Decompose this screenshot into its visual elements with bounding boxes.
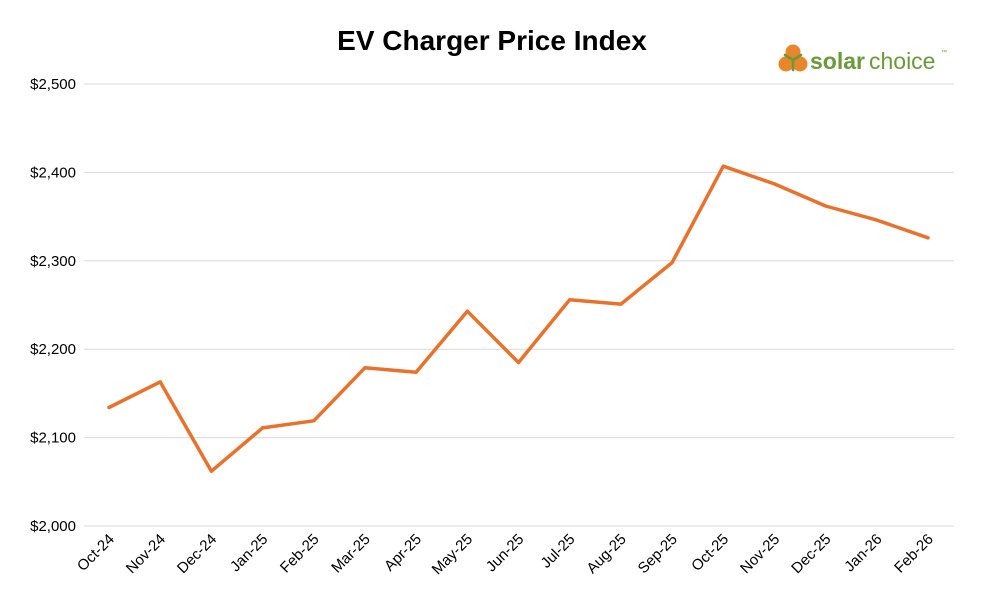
chart-title: EV Charger Price Index [337,25,647,56]
data-point [158,380,162,384]
data-point [363,366,367,370]
data-point [772,182,777,186]
data-point [209,469,213,473]
data-point [107,405,111,410]
x-tick-label: Dec-24 [174,531,220,577]
y-tick-label: $2,100 [30,430,76,447]
y-tick-label: $2,000 [30,518,76,535]
logo-brand-bold: solar [810,48,865,74]
y-tick-label: $2,200 [30,341,76,358]
series-line [107,164,930,473]
x-tick-label: Feb-25 [277,531,323,577]
data-point [260,426,265,430]
x-tick-label: Jan-26 [841,531,885,575]
logo-brand-light: choice [869,48,935,74]
x-tick-label: Oct-24 [74,531,118,575]
x-tick-label: Mar-25 [328,531,374,577]
x-tick-label: Sep-25 [635,531,681,577]
data-point [312,419,316,423]
data-point [926,236,930,240]
data-point [465,309,469,313]
x-axis-ticks: Oct-24 Nov-24 Dec-24 Jan-25 Feb-25 Mar-25 Apr-… [74,531,937,578]
series-layer [107,164,930,473]
data-point [516,360,521,365]
data-point [875,218,879,222]
sun-cluster-icon [778,44,808,72]
x-tick-label: Jan-25 [227,531,271,575]
logo-trademark: ™ [941,49,947,56]
x-tick-label: Nov-24 [123,531,169,577]
x-tick-label: Nov-25 [737,531,783,577]
y-axis-ticks: $2,000 $2,100 $2,200 $2,300 $2,400 $2,500 [30,76,76,535]
x-tick-label: Oct-25 [688,531,732,575]
data-point [619,302,623,306]
data-point [568,298,572,302]
x-tick-label: Aug-25 [583,531,629,577]
solar-choice-logo: solar choice ™ [778,44,947,74]
x-tick-label: Feb-26 [891,531,937,577]
data-point [824,204,828,208]
grid-lines [84,83,954,527]
x-tick-label: Jun-25 [483,531,527,575]
x-tick-label: Dec-25 [788,531,834,577]
x-tick-label: Apr-25 [381,531,425,575]
y-tick-label: $2,400 [30,164,76,181]
data-point [670,260,674,265]
x-tick-label: Jul-25 [538,531,579,572]
data-point [721,164,725,168]
x-tick-label: May-25 [429,531,476,578]
data-point [414,370,418,374]
y-tick-label: $2,500 [30,76,76,93]
y-tick-label: $2,300 [30,253,76,270]
